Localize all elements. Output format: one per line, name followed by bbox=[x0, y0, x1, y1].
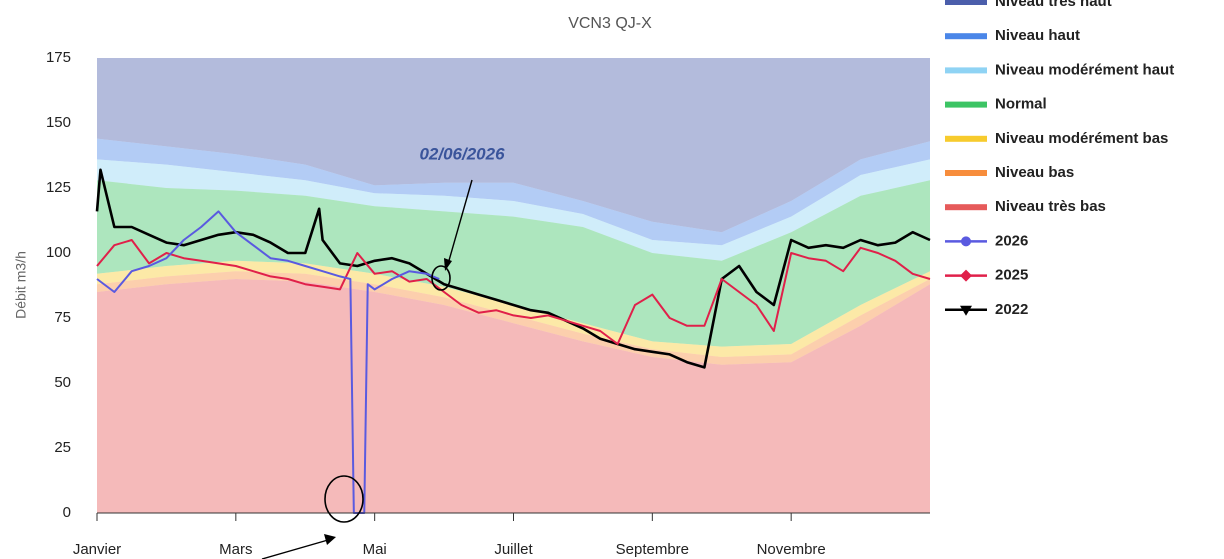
legend-item: Niveau très haut bbox=[945, 0, 1112, 10]
series-line bbox=[95, 168, 931, 369]
legend-item: 2022 bbox=[945, 301, 1028, 318]
annotation-arrow bbox=[261, 539, 329, 559]
legend-swatch bbox=[945, 204, 987, 211]
legend-swatch bbox=[945, 170, 987, 176]
x-tick-label: Janvier bbox=[73, 541, 121, 558]
legend-swatch bbox=[945, 67, 987, 74]
annotation-arrowhead bbox=[444, 258, 452, 271]
legend-item: Niveau modérément haut bbox=[945, 61, 1174, 78]
legend-marker bbox=[961, 236, 971, 247]
y-tick-label: 175 bbox=[46, 49, 71, 66]
x-tick-label: Septembre bbox=[616, 541, 689, 558]
band-area bbox=[97, 58, 930, 233]
legend-item: 2025 bbox=[945, 267, 1028, 284]
x-tick-label: Mai bbox=[363, 541, 387, 558]
legend-item: Normal bbox=[945, 96, 1047, 113]
y-tick-label: 100 bbox=[46, 244, 71, 261]
legend-label: Niveau très haut bbox=[995, 0, 1112, 10]
annotation-arrow bbox=[447, 179, 473, 265]
y-tick-label: 75 bbox=[54, 309, 71, 326]
legend-swatch bbox=[945, 0, 987, 5]
x-tick-label: Juillet bbox=[494, 541, 533, 558]
legend-marker bbox=[960, 305, 972, 316]
legend-swatch bbox=[945, 135, 987, 142]
legend-label: Niveau bas bbox=[995, 164, 1074, 181]
legend-item: Niveau haut bbox=[945, 27, 1080, 44]
band-area bbox=[97, 180, 930, 347]
annotation-arrowhead bbox=[324, 534, 336, 545]
legend-item: Niveau très bas bbox=[945, 198, 1106, 215]
legend-label: Niveau modérément bas bbox=[995, 130, 1168, 147]
annotation: 02/06/2026 bbox=[419, 144, 505, 163]
y-tick-label: 50 bbox=[54, 374, 71, 391]
x-tick-label: Novembre bbox=[757, 541, 826, 558]
legend-label: Normal bbox=[995, 96, 1047, 113]
y-tick-label: 125 bbox=[46, 179, 71, 196]
annotation-ellipse bbox=[431, 265, 451, 291]
band-area bbox=[97, 279, 930, 513]
x-tick-label: Mars bbox=[219, 541, 252, 558]
chart-subtitle: VCN3 QJ-X bbox=[568, 15, 652, 32]
legend-label: 2026 bbox=[995, 232, 1028, 249]
legend-item: 2026 bbox=[945, 232, 1028, 249]
band-area bbox=[97, 138, 930, 246]
plot-area bbox=[95, 58, 931, 514]
legend-label: Niveau haut bbox=[995, 27, 1080, 44]
legend-swatch bbox=[945, 33, 987, 40]
legend-item: Niveau bas bbox=[945, 164, 1074, 181]
legend-label: Niveau très bas bbox=[995, 198, 1106, 215]
legend-marker bbox=[960, 269, 972, 282]
y-tick-label: 0 bbox=[63, 504, 71, 521]
legend-item: Niveau modérément bas bbox=[945, 130, 1168, 147]
legend-swatch bbox=[945, 101, 987, 108]
series-line bbox=[96, 210, 440, 514]
y-tick-label: 150 bbox=[46, 114, 71, 131]
legend-label: 2022 bbox=[995, 301, 1028, 318]
legend-label: Niveau modérément haut bbox=[995, 61, 1174, 78]
band-area bbox=[97, 271, 930, 365]
y-axis-label: Débit m3/h bbox=[13, 251, 29, 319]
band-area bbox=[97, 260, 930, 357]
legend-label: 2025 bbox=[995, 267, 1028, 284]
y-tick-label: 25 bbox=[54, 439, 71, 456]
annotation-ellipse bbox=[324, 475, 364, 523]
band-area bbox=[97, 159, 930, 261]
series-line bbox=[96, 239, 931, 345]
